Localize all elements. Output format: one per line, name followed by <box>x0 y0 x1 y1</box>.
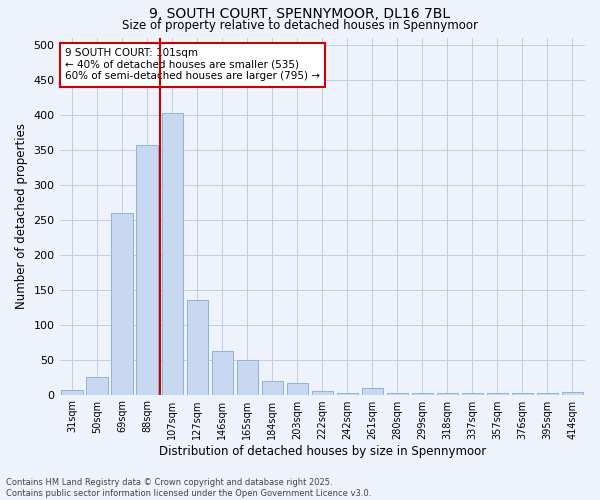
Bar <box>262 382 283 394</box>
Bar <box>537 393 558 394</box>
Bar <box>462 393 483 394</box>
X-axis label: Distribution of detached houses by size in Spennymoor: Distribution of detached houses by size … <box>158 444 486 458</box>
Bar <box>86 377 108 394</box>
Bar <box>487 393 508 394</box>
Bar <box>412 393 433 394</box>
Bar <box>187 300 208 394</box>
Bar <box>136 144 158 394</box>
Bar <box>362 388 383 394</box>
Bar <box>562 392 583 394</box>
Text: Size of property relative to detached houses in Spennymoor: Size of property relative to detached ho… <box>122 19 478 32</box>
Text: Contains HM Land Registry data © Crown copyright and database right 2025.
Contai: Contains HM Land Registry data © Crown c… <box>6 478 371 498</box>
Bar <box>112 212 133 394</box>
Text: 9 SOUTH COURT: 101sqm
← 40% of detached houses are smaller (535)
60% of semi-det: 9 SOUTH COURT: 101sqm ← 40% of detached … <box>65 48 320 82</box>
Bar <box>311 391 333 394</box>
Bar <box>236 360 258 394</box>
Bar <box>387 393 408 394</box>
Bar <box>161 113 183 394</box>
Text: 9, SOUTH COURT, SPENNYMOOR, DL16 7BL: 9, SOUTH COURT, SPENNYMOOR, DL16 7BL <box>149 8 451 22</box>
Y-axis label: Number of detached properties: Number of detached properties <box>15 123 28 309</box>
Bar <box>512 393 533 394</box>
Bar <box>287 384 308 394</box>
Bar <box>337 393 358 394</box>
Bar <box>212 351 233 395</box>
Bar <box>437 393 458 394</box>
Bar <box>61 390 83 394</box>
